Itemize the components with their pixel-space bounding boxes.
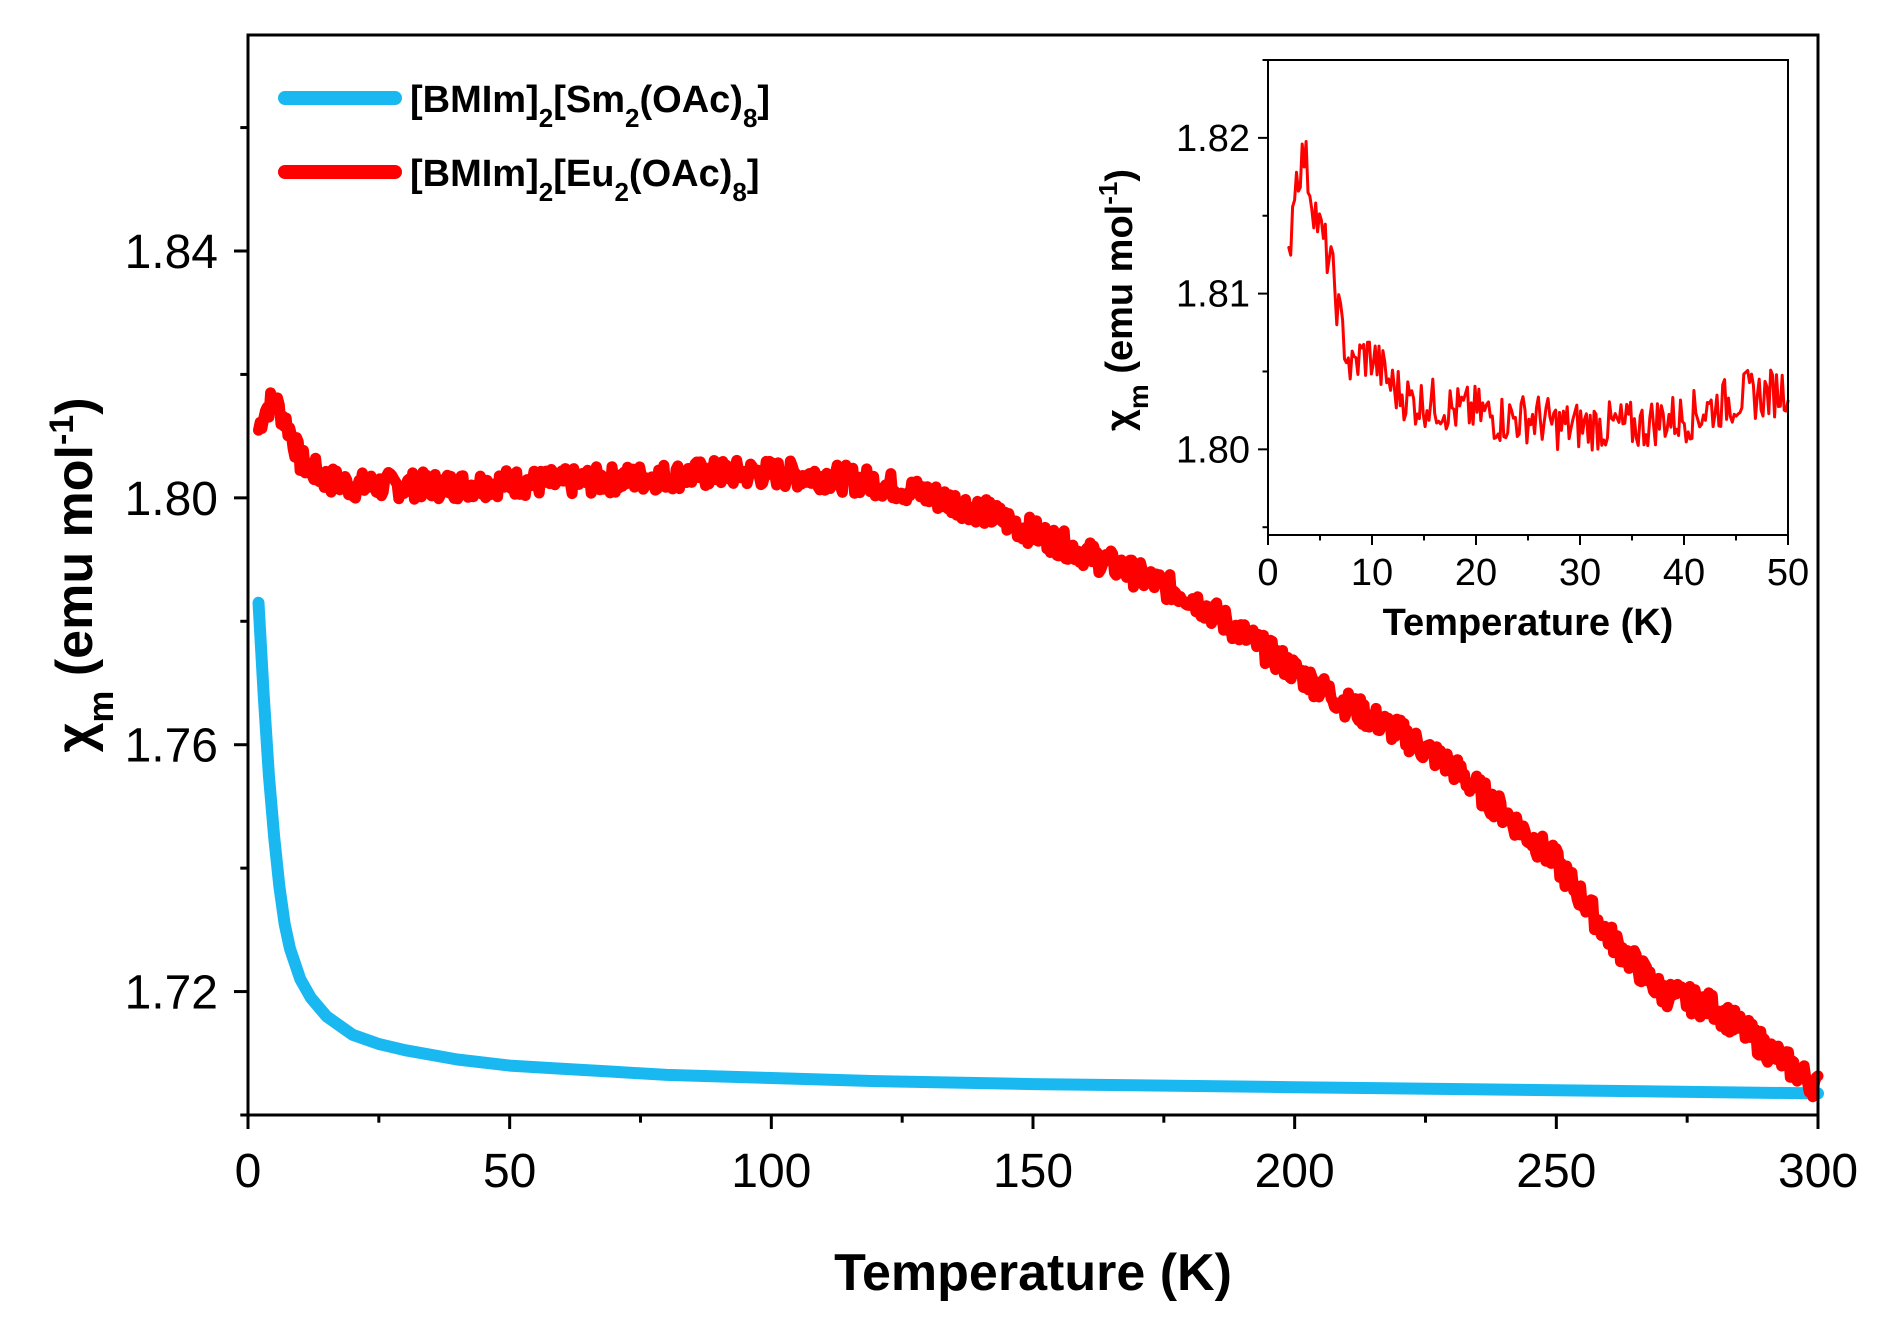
inset-y-axis-chi-sub: m <box>1123 384 1154 409</box>
inset-background <box>1268 60 1788 535</box>
main-y-axis-unit: (emu mol <box>46 445 104 691</box>
inset-y-tick-label: 1.80 <box>1176 429 1250 471</box>
inset-y-tick-label: 1.82 <box>1176 118 1250 160</box>
main-x-tick-label: 150 <box>993 1145 1073 1198</box>
main-y-axis-close: ) <box>46 397 104 414</box>
inset-tick-labels-group: 0 10 20 30 40 50 1.80 1.81 1.82 <box>1176 118 1809 594</box>
main-series-group <box>252 387 1824 1103</box>
inset-y-axis-title: χm (emu mol-1) <box>1093 169 1154 431</box>
inset-series-line-0 <box>1287 140 1790 452</box>
inset-y-axis-unit: (emu mol <box>1099 205 1141 384</box>
inset-x-axis-title: Temperature (K) <box>1383 602 1674 644</box>
main-x-axis-title: Temperature (K) <box>834 1244 1232 1302</box>
inset-y-axis-close: ) <box>1099 169 1141 182</box>
main-y-tick-label: 1.76 <box>125 720 218 773</box>
main-series-line-0 <box>252 596 1824 1100</box>
main-y-axis-chi: χ <box>46 723 104 753</box>
legend: [BMIm]2[Sm2(OAc)8] [BMIm]2[Eu2(OAc)8] <box>278 79 770 207</box>
main-y-tick-label: 1.72 <box>125 967 218 1020</box>
inset-x-tick-label: 30 <box>1559 552 1601 594</box>
main-y-axis-chi-sub: m <box>80 691 121 723</box>
inset-plot: 0 10 20 30 40 501.801.811.82 Temperature (K) … <box>1093 59 1809 644</box>
main-y-tick-label: 1.84 <box>125 226 218 279</box>
inset-x-tick-label: 20 <box>1455 552 1497 594</box>
main-y-tick-label: 1.80 <box>125 473 218 526</box>
main-x-tick-label: 0 <box>235 1145 262 1198</box>
inset-x-tick-label: 0 <box>1257 552 1278 594</box>
inset-y-axis-chi: χ <box>1099 409 1141 431</box>
main-x-tick-label: 50 <box>483 1145 536 1198</box>
inset-x-tick-label: 10 <box>1351 552 1393 594</box>
main-x-tick-label: 200 <box>1255 1145 1335 1198</box>
main-y-axis-title: χm (emu mol-1) <box>43 397 121 752</box>
inset-ticks-group <box>1258 59 1789 545</box>
inset-y-tick-label: 1.81 <box>1176 274 1250 316</box>
legend-label-eu: [BMIm]2[Eu2(OAc)8] <box>410 153 760 207</box>
main-x-tick-label: 300 <box>1778 1145 1858 1198</box>
main-x-tick-label: 250 <box>1516 1145 1596 1198</box>
inset-y-axis-unit-sup: -1 <box>1093 182 1123 205</box>
inset-x-tick-label: 40 <box>1663 552 1705 594</box>
inset-series-group <box>1287 140 1790 452</box>
inset-x-tick-label: 50 <box>1767 552 1809 594</box>
main-y-axis-unit-sup: -1 <box>43 415 81 445</box>
main-ticks-group <box>234 126 1820 1129</box>
legend-label-sm: [BMIm]2[Sm2(OAc)8] <box>410 79 770 133</box>
main-series-line-1 <box>253 387 1824 1103</box>
main-x-tick-label: 100 <box>731 1145 811 1198</box>
